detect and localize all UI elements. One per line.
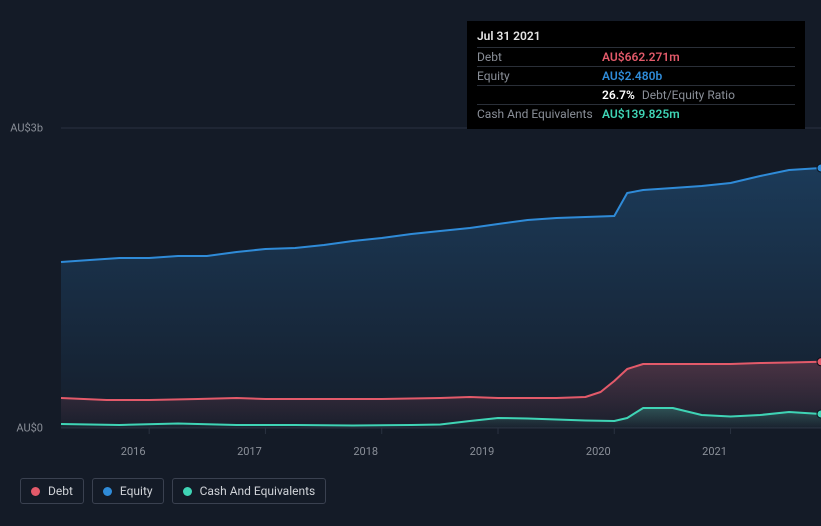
tooltip-value: AU$139.825m (602, 107, 680, 121)
tooltip-label: Cash And Equivalents (477, 107, 602, 121)
tooltip-ratio-value: 26.7% (602, 88, 635, 102)
tooltip-row-debt: Debt AU$662.271m (477, 48, 795, 67)
chart-area: AU$3b AU$0 (16, 120, 806, 440)
legend-label: Equity (120, 484, 153, 498)
tooltip-label: Debt (477, 50, 602, 64)
tooltip-label (477, 88, 602, 102)
x-axis: 2016 2017 2018 2019 2020 2021 (45, 445, 805, 463)
tooltip-row-ratio: 26.7% Debt/Equity Ratio (477, 86, 795, 105)
tooltip-value: AU$2.480b (602, 69, 662, 83)
tooltip-value: AU$662.271m (602, 50, 680, 64)
y-tick-bottom: AU$0 (0, 422, 43, 435)
legend-item[interactable]: Equity (92, 478, 164, 504)
legend-dot-icon (31, 487, 40, 496)
x-tick: 2018 (353, 445, 378, 458)
tooltip-row-cash: Cash And Equivalents AU$139.825m (477, 105, 795, 123)
tooltip-date: Jul 31 2021 (477, 27, 795, 48)
legend: Debt Equity Cash And Equivalents (20, 478, 326, 504)
x-tick: 2017 (237, 445, 262, 458)
legend-label: Cash And Equivalents (200, 484, 316, 498)
x-tick: 2021 (702, 445, 727, 458)
x-tick: 2019 (470, 445, 495, 458)
area-chart-svg[interactable] (16, 120, 821, 440)
legend-dot-icon (183, 487, 192, 496)
legend-item[interactable]: Cash And Equivalents (172, 478, 327, 504)
legend-label: Debt (48, 484, 73, 498)
legend-dot-icon (103, 487, 112, 496)
tooltip-row-equity: Equity AU$2.480b (477, 67, 795, 86)
chart-tooltip: Jul 31 2021 Debt AU$662.271m Equity AU$2… (467, 21, 805, 129)
tooltip-ratio-label: Debt/Equity Ratio (642, 88, 735, 102)
y-tick-top: AU$3b (0, 122, 43, 135)
tooltip-label: Equity (477, 69, 602, 83)
x-tick: 2020 (586, 445, 611, 458)
legend-item[interactable]: Debt (20, 478, 84, 504)
x-tick: 2016 (121, 445, 146, 458)
